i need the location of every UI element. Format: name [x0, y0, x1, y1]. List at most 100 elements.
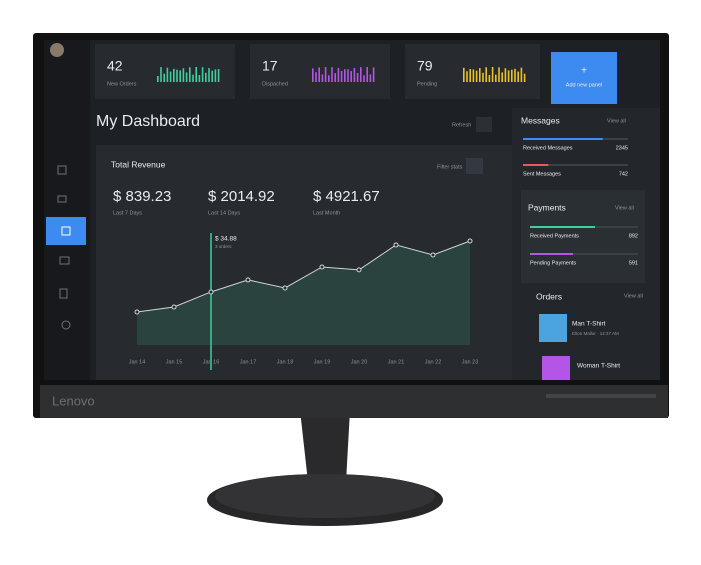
sparkline-bar: [356, 73, 359, 82]
product-image: [539, 314, 567, 342]
sparkline-bar: [201, 67, 204, 82]
sparkline-bar: [331, 67, 333, 82]
stat-card: [405, 44, 540, 99]
sparkline-bar: [315, 72, 317, 82]
progress-value: 742: [619, 171, 628, 177]
view-all-link[interactable]: View all: [615, 205, 634, 211]
sparkline-bar: [353, 67, 356, 82]
progress-value: 892: [629, 233, 638, 239]
progress-bar: [523, 164, 549, 166]
sparkline-bar: [163, 73, 165, 82]
sparkline-bar: [469, 69, 471, 82]
sparkline-bar: [166, 67, 169, 82]
sparkline-bar: [472, 69, 475, 82]
add-panel-button[interactable]: [551, 52, 617, 104]
section-title: Orders: [536, 291, 562, 301]
view-all-link[interactable]: View all: [624, 293, 643, 299]
point: [393, 242, 399, 248]
x-tick-label: Jan 17: [240, 359, 257, 365]
order-name: Man T-Shirt: [572, 321, 606, 328]
sparkline-bar: [347, 69, 349, 82]
summary-value: $ 2014.92: [208, 188, 275, 205]
sparkline-bar: [485, 67, 487, 82]
point: [319, 264, 325, 270]
sparkline-bar: [321, 74, 324, 82]
sparkline-bar: [475, 70, 478, 82]
chin: [40, 385, 668, 418]
nav-icon[interactable]: [57, 195, 67, 203]
sparkline-bar: [507, 70, 510, 82]
sparkline-bar: [520, 67, 523, 82]
progress-label: Pending Payments: [530, 260, 576, 266]
sparkline-bar: [318, 67, 320, 82]
sparkline-bar: [479, 68, 481, 82]
sparkline-bar: [491, 67, 494, 82]
sparkline-bar: [488, 75, 491, 82]
stat-label: Pending: [417, 81, 437, 87]
x-tick-label: Jan 23: [462, 359, 479, 365]
nav-icon: [61, 226, 71, 236]
progress-bar: [530, 253, 574, 255]
x-tick-label: Jan 22: [425, 359, 442, 365]
sparkline-bar: [195, 67, 197, 82]
point: [134, 309, 140, 315]
sparkline-bar: [360, 67, 362, 82]
revenue-panel: [96, 145, 512, 380]
sparkline-bar: [340, 70, 343, 82]
sparkline-bar: [173, 68, 175, 82]
sparkline-bar: [189, 67, 191, 82]
avatar[interactable]: [50, 43, 64, 57]
chart-title: Total Revenue: [111, 159, 166, 169]
area: [137, 241, 470, 345]
order-detail: Elton Mallor · 12:37 AM: [572, 331, 619, 336]
sparkline-bar: [498, 67, 500, 82]
stand-top: [215, 474, 435, 518]
nav-icon[interactable]: [61, 320, 71, 330]
point: [171, 304, 177, 310]
progress-bar: [523, 138, 603, 140]
sparkline-bar: [208, 68, 210, 82]
filter-button[interactable]: [466, 158, 483, 174]
order-name: Woman T-Shirt: [577, 363, 620, 370]
stat-value: 17: [262, 58, 278, 74]
tooltip-detail: 3 orders: [215, 244, 232, 249]
stat-label: Dispached: [262, 81, 288, 87]
x-tick-label: Jan 15: [166, 359, 183, 365]
sparkline-bar: [501, 72, 503, 82]
sparkline-bar: [192, 74, 194, 82]
sparkline-bar: [185, 72, 188, 82]
sparkline-bar: [198, 75, 201, 82]
nav-icon[interactable]: [59, 288, 68, 299]
payments-card: [521, 190, 645, 283]
sparkline-bar: [517, 71, 519, 82]
sparkline-bar: [344, 69, 346, 82]
section-title: Payments: [528, 202, 566, 212]
stat-label: New Orders: [107, 81, 137, 87]
view-all-link[interactable]: View all: [607, 118, 626, 124]
summary-label: Last 7 Days: [113, 210, 142, 216]
stat-value: 42: [107, 58, 123, 74]
refresh-button[interactable]: [476, 117, 492, 132]
sparkline-bar: [337, 67, 340, 82]
point: [467, 238, 473, 244]
sparkline-bar: [514, 68, 516, 82]
sparkline-bar: [169, 71, 172, 82]
nav-icon[interactable]: [59, 256, 70, 265]
sparkline-bar: [334, 73, 336, 82]
line: [136, 240, 471, 313]
sidebar-active[interactable]: [46, 217, 86, 245]
x-tick-label: Jan 19: [314, 359, 331, 365]
sparkline-bar: [176, 69, 178, 82]
sparkline-bar: [182, 68, 185, 82]
summary-label: Last 14 Days: [208, 210, 240, 216]
sparkline-bar: [328, 75, 330, 82]
point: [245, 277, 251, 283]
sparkline-bar: [205, 72, 207, 82]
progress-value: 591: [629, 260, 638, 266]
sparkline-bar: [312, 68, 314, 82]
nav-icon[interactable]: [57, 165, 67, 175]
progress-label: Received Payments: [530, 233, 579, 239]
sparkline-bar: [466, 71, 468, 82]
control-buttons[interactable]: [546, 394, 656, 398]
